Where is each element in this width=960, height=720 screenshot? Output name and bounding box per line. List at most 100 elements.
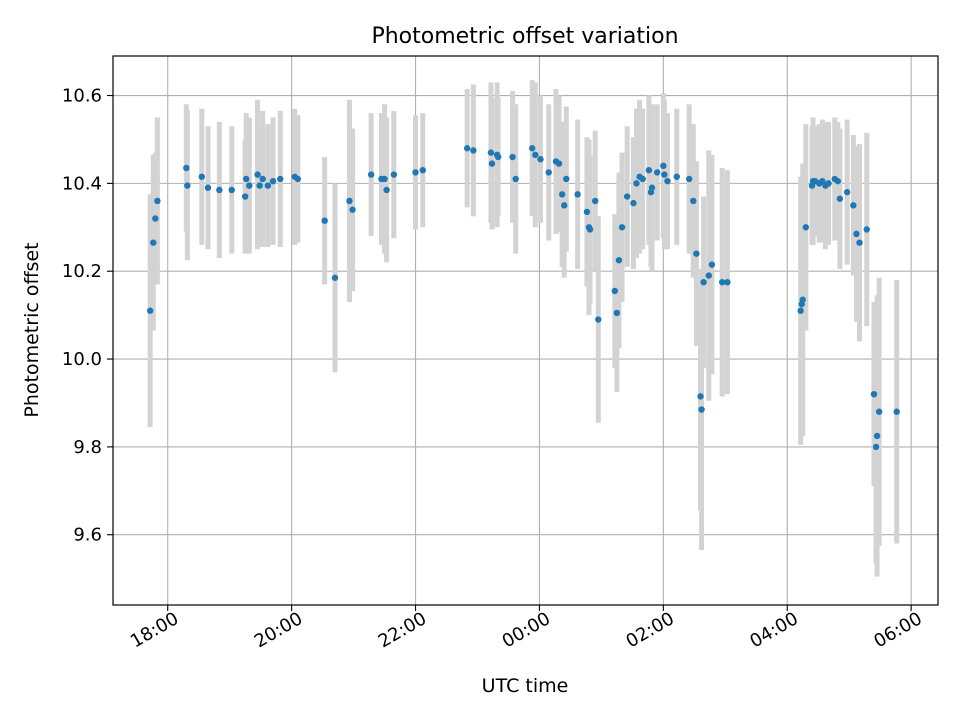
data-point: [863, 226, 870, 233]
data-point: [390, 171, 398, 178]
data-point: [183, 164, 190, 172]
data-point: [204, 184, 212, 191]
data-point: [558, 191, 566, 198]
data-point: [618, 224, 626, 231]
data-point: [856, 239, 863, 246]
data-point: [367, 171, 375, 178]
data-point: [586, 226, 594, 233]
data-point: [834, 177, 842, 185]
data-point: [242, 175, 250, 183]
data-point: [700, 278, 707, 286]
data-point: [241, 193, 249, 200]
data-point: [583, 208, 591, 216]
data-point: [555, 160, 563, 167]
data-point: [850, 202, 857, 209]
data-point: [509, 153, 516, 161]
data-point: [718, 278, 726, 286]
x-axis-label: UTC time: [482, 675, 569, 697]
data-point: [648, 184, 656, 191]
data-point: [529, 145, 536, 152]
data-point: [797, 307, 804, 314]
chart-title: Photometric offset variation: [371, 24, 678, 49]
data-point: [613, 309, 621, 317]
data-point: [488, 160, 496, 167]
data-point: [853, 230, 860, 238]
data-point: [494, 153, 502, 161]
data-point: [574, 191, 581, 198]
data-point: [624, 193, 631, 200]
data-point: [693, 250, 700, 257]
data-point: [799, 296, 806, 303]
data-point: [591, 197, 599, 205]
data-point: [198, 173, 205, 180]
data-point: [321, 217, 328, 224]
data-point: [537, 156, 544, 163]
data-point: [532, 151, 539, 159]
data-point: [872, 443, 880, 451]
data-point: [611, 287, 619, 295]
data-point: [697, 393, 704, 400]
data-point: [246, 182, 253, 189]
data-point: [331, 274, 339, 281]
data-point: [661, 171, 668, 178]
data-point: [264, 182, 272, 189]
data-point: [294, 175, 302, 183]
data-point: [349, 206, 356, 213]
plot-frame: [112, 55, 939, 606]
data-point: [259, 175, 266, 183]
data-point: [146, 307, 154, 314]
data-point: [470, 147, 477, 154]
data-point: [346, 197, 353, 205]
data-point: [512, 175, 519, 183]
data-point: [269, 177, 277, 185]
data-point: [708, 261, 716, 268]
data-point: [873, 432, 881, 440]
data-point: [463, 145, 471, 152]
y-axis-ticks: 9.6 9.8 10.0 10.2 10.4 10.6: [62, 86, 113, 546]
data-point: [545, 169, 552, 176]
data-point: [639, 175, 646, 183]
data-point: [843, 188, 851, 196]
data-point: [563, 175, 570, 183]
data-point: [381, 175, 388, 183]
data-point: [724, 278, 731, 286]
y-tick-label: 9.8: [73, 437, 102, 458]
data-points: [146, 145, 900, 451]
y-tick-label: 10.4: [62, 173, 102, 194]
y-tick-label: 9.6: [73, 525, 102, 546]
data-point: [615, 257, 623, 264]
data-point: [595, 316, 602, 323]
y-tick-label: 10.0: [62, 349, 102, 370]
data-point: [228, 186, 235, 194]
data-point: [633, 180, 640, 187]
data-point: [836, 195, 844, 202]
data-point: [802, 224, 810, 231]
data-point: [660, 162, 667, 169]
data-point: [419, 166, 426, 174]
data-point: [277, 175, 284, 183]
data-point: [875, 408, 883, 415]
data-point: [825, 180, 832, 187]
y-tick-label: 10.2: [62, 261, 102, 282]
data-point: [653, 169, 661, 176]
data-point: [673, 173, 680, 180]
data-point: [893, 408, 900, 415]
data-point: [561, 202, 568, 209]
data-point: [150, 239, 157, 246]
data-point: [383, 186, 390, 194]
data-point: [154, 197, 161, 205]
y-tick-label: 10.6: [62, 86, 102, 107]
y-axis-label: Photometric offset: [21, 242, 43, 417]
data-point: [256, 182, 263, 189]
data-point: [630, 199, 637, 207]
data-point: [184, 182, 191, 189]
data-point: [705, 272, 712, 279]
data-point: [412, 169, 419, 176]
data-point: [152, 215, 159, 222]
data-point: [645, 166, 653, 174]
data-point: [690, 197, 697, 205]
data-point: [870, 390, 878, 398]
data-point: [685, 175, 693, 183]
